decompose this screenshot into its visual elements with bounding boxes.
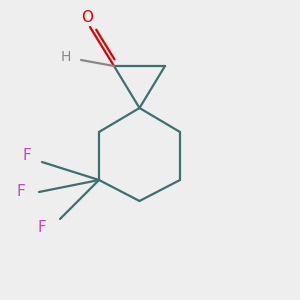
Text: O: O (81, 11, 93, 26)
Text: F: F (38, 220, 46, 236)
Text: H: H (61, 50, 71, 64)
Text: F: F (16, 184, 26, 200)
Text: F: F (22, 148, 32, 164)
